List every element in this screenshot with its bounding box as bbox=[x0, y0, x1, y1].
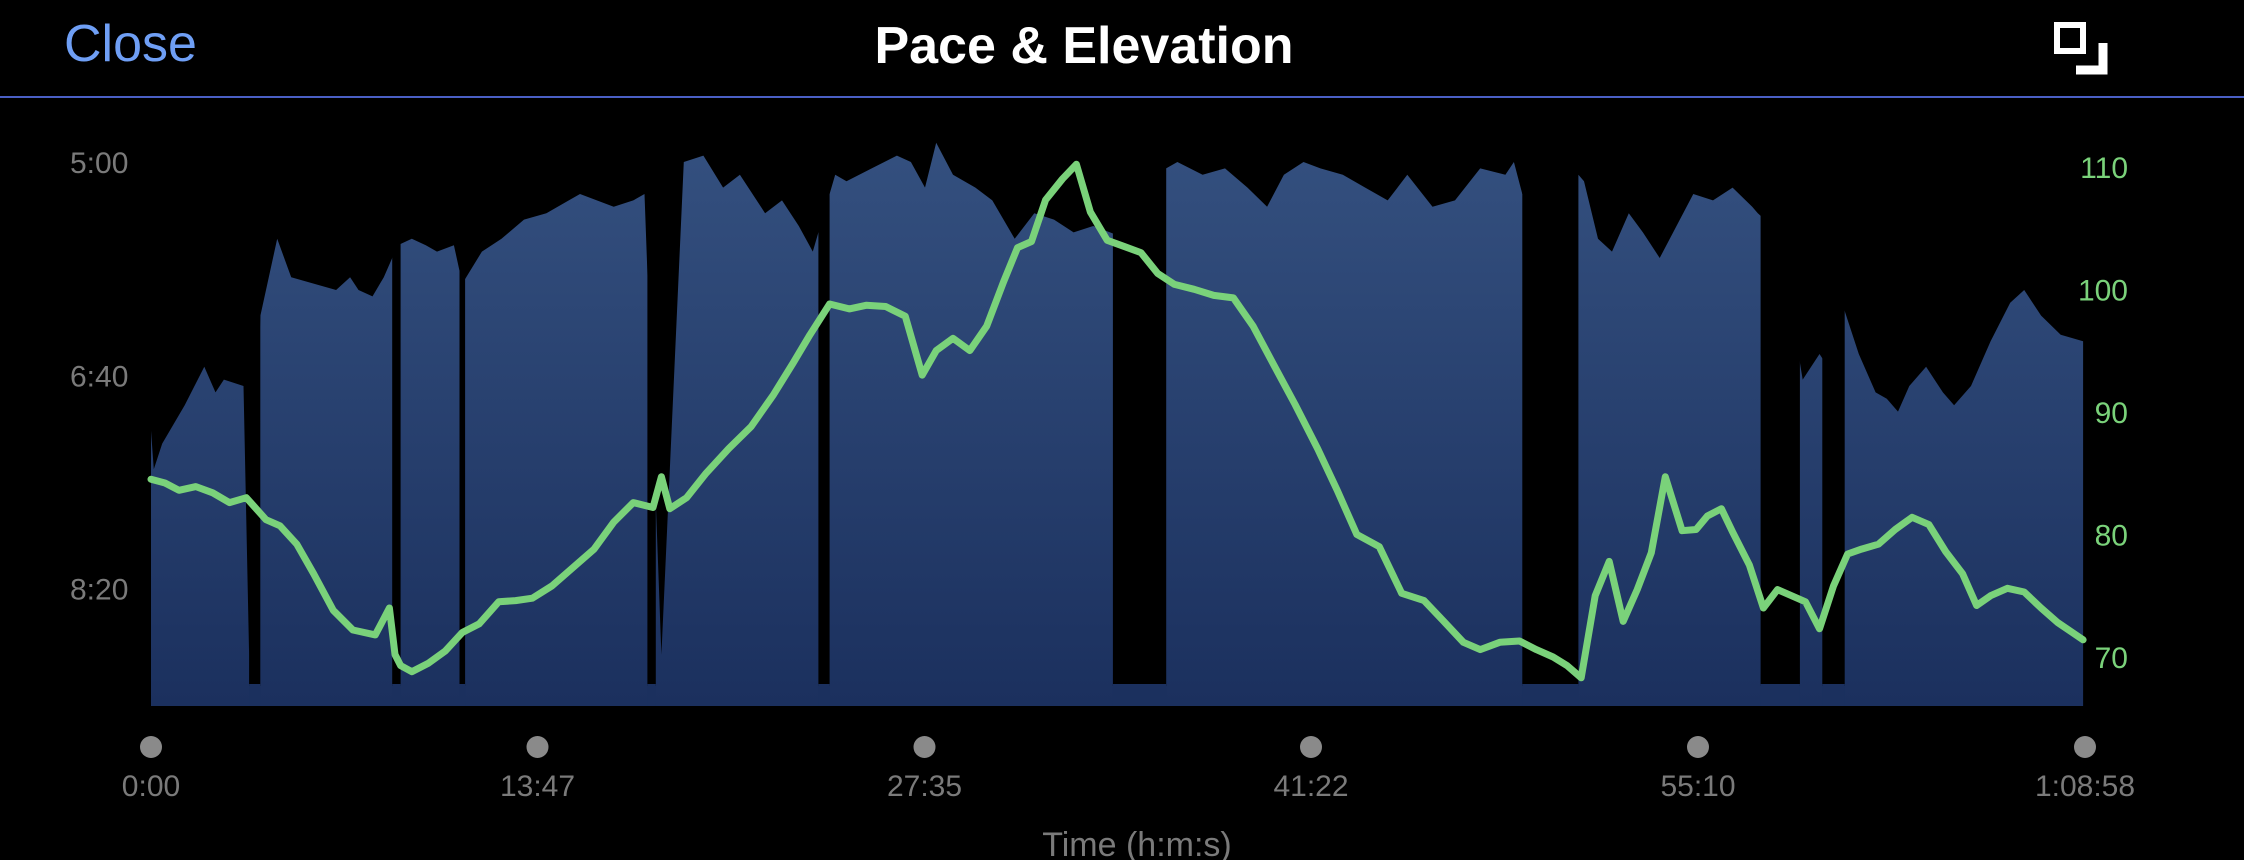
time-tick-dot bbox=[140, 736, 162, 758]
time-tick-label: 1:08:58 bbox=[2035, 770, 2135, 803]
page-title: Pace & Elevation bbox=[874, 17, 1294, 75]
time-tick-label: 55:10 bbox=[1660, 770, 1735, 803]
time-tick-dot bbox=[526, 736, 549, 758]
pace-gap bbox=[1822, 110, 1845, 686]
time-tick-label: 27:35 bbox=[887, 770, 962, 803]
pace-gap-base bbox=[459, 684, 466, 706]
pace-gap bbox=[249, 110, 261, 686]
pace-gap-base bbox=[818, 684, 830, 706]
pace-gap-base bbox=[1112, 684, 1167, 706]
pace-gap-base bbox=[647, 684, 656, 706]
elevation-tick-label: 70 bbox=[2095, 642, 2128, 675]
time-tick-dot bbox=[913, 736, 936, 758]
time-tick-label: 0:00 bbox=[122, 770, 180, 803]
time-tick-dot bbox=[2074, 736, 2096, 758]
pace-gap bbox=[392, 110, 401, 686]
pace-gap bbox=[1522, 110, 1579, 686]
elevation-tick-label: 80 bbox=[2095, 519, 2128, 552]
time-tick-label: 41:22 bbox=[1273, 770, 1348, 803]
elevation-tick-label: 90 bbox=[2095, 397, 2128, 430]
pace-gap bbox=[818, 110, 830, 686]
pace-gap-base bbox=[1522, 684, 1579, 706]
expand-icon[interactable] bbox=[2050, 20, 2110, 76]
close-button[interactable]: Close bbox=[64, 15, 197, 73]
time-axis: 0:00 13:47 27:35 41:22 55:10 1:08:58 bbox=[122, 736, 2135, 803]
pace-gap bbox=[459, 110, 466, 686]
elevation-axis: 110 100 90 80 70 bbox=[2078, 152, 2128, 675]
pace-axis: 5:00 6:40 8:20 bbox=[70, 147, 128, 607]
pace-gap-base bbox=[1822, 684, 1845, 706]
elevation-tick-label: 100 bbox=[2078, 274, 2128, 307]
time-tick-label: 13:47 bbox=[500, 770, 575, 803]
elevation-line bbox=[147, 160, 2087, 682]
pace-elevation-chart: 5:00 6:40 8:20 110 100 90 80 70 0:00 13:47 27:35… bbox=[70, 110, 2135, 860]
pace-gap-base bbox=[249, 684, 261, 706]
time-tick-dot bbox=[1300, 736, 1322, 758]
elevation-tick-label: 110 bbox=[2080, 152, 2128, 185]
pace-gap bbox=[1112, 110, 1167, 686]
time-tick-dot bbox=[1687, 736, 1709, 758]
x-axis-title: Time (h:m:s) bbox=[1042, 826, 1232, 860]
top-bar: Close Pace & Elevation bbox=[0, 0, 2244, 98]
pace-gap-base bbox=[392, 684, 401, 706]
pace-tick-label: 8:20 bbox=[70, 574, 128, 607]
pace-gap bbox=[647, 110, 656, 686]
pace-gap-base bbox=[1760, 684, 1800, 706]
pace-tick-label: 5:00 bbox=[70, 147, 128, 180]
pace-tick-label: 6:40 bbox=[70, 360, 128, 393]
